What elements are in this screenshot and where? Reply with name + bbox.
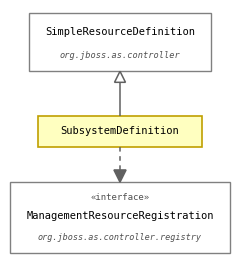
Text: ManagementResourceRegistration: ManagementResourceRegistration [26,211,214,221]
Text: «interface»: «interface» [90,193,150,202]
Text: SubsystemDefinition: SubsystemDefinition [61,126,179,136]
Text: SimpleResourceDefinition: SimpleResourceDefinition [45,27,195,37]
Text: org.jboss.as.controller: org.jboss.as.controller [60,50,180,59]
Text: org.jboss.as.controller.registry: org.jboss.as.controller.registry [38,233,202,242]
Bar [29,13,211,71]
Bar [10,182,230,253]
Polygon shape [114,170,126,182]
Bar [38,116,202,147]
